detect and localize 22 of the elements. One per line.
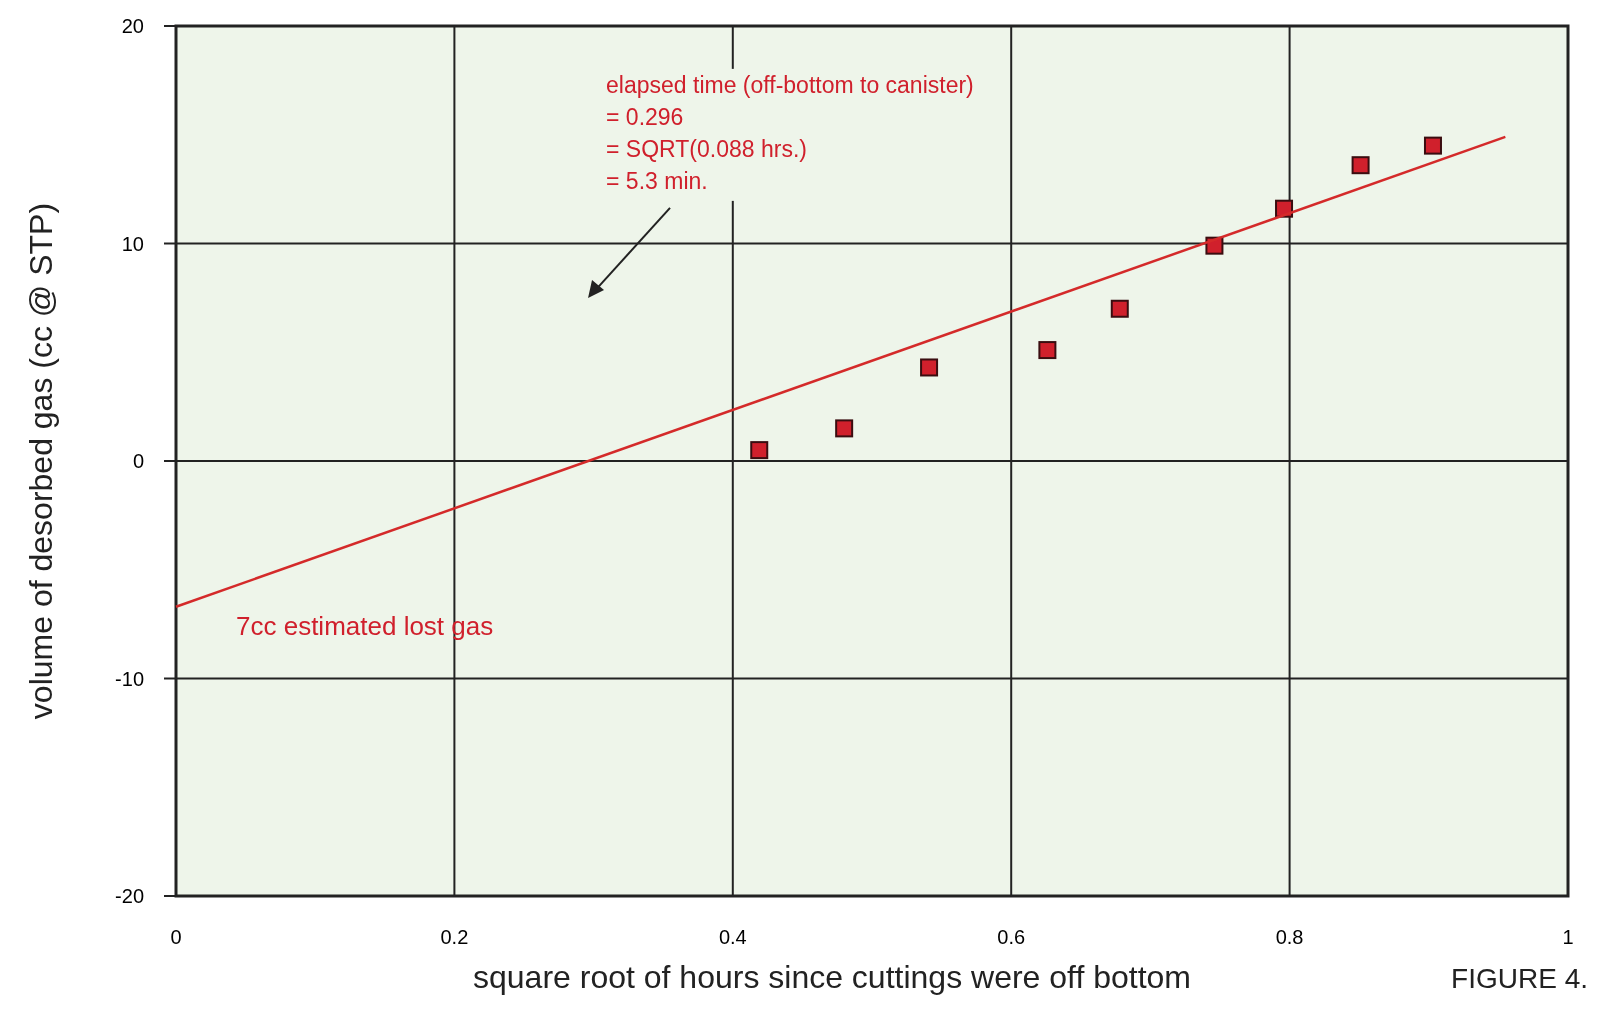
x-tick-label: 0.6: [997, 926, 1026, 948]
point: [835, 419, 854, 438]
point: [1110, 299, 1129, 318]
annotation: elapsed time (off-bottom to canister) = 0.296 = SQRT(0.088 hrs.) = 5.3 min.: [606, 71, 974, 194]
x-axis-title: square root of hours since cuttings were off bottom: [472, 959, 1192, 995]
y-axis-title: volume of desorbed gas (cc @ STP): [23, 202, 59, 720]
y-tick-label: 10: [121, 232, 144, 255]
y-tick-label: -20: [115, 885, 144, 907]
point: [920, 358, 939, 377]
point: [1038, 341, 1057, 360]
y-tick-label: 0: [132, 450, 144, 472]
y-tick-label: -10: [115, 667, 144, 690]
x-tick-label: 0.2: [440, 926, 469, 948]
x-tick-label: 0.4: [718, 926, 747, 948]
point: [750, 441, 769, 460]
x-tick-label: 0: [170, 926, 182, 948]
caption: FIGURE 4.: [1451, 963, 1588, 994]
x-tick-label: 1: [1562, 926, 1574, 948]
x-tick-label: 0.8: [1275, 926, 1304, 948]
point: [1351, 156, 1370, 175]
y-tick-label: 20: [121, 15, 144, 37]
point: [1423, 136, 1442, 155]
